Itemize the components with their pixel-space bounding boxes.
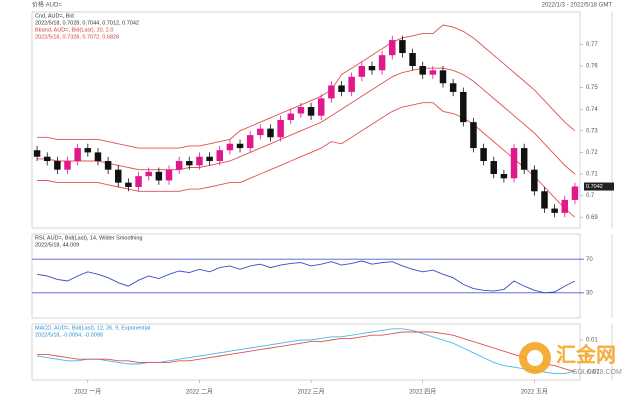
candle-body	[439, 70, 447, 84]
candle-body	[510, 148, 518, 179]
y-tick-label: 0.69	[586, 215, 598, 221]
panel-header: 2022/5/18, 44.009	[35, 242, 79, 248]
panel-header: 2022/5/18, 0.7028, 0.7044, 0.7012, 0.704…	[35, 20, 139, 26]
candle-body	[246, 135, 254, 149]
x-tick-label: 2022 四月	[409, 389, 436, 396]
series-line	[37, 67, 576, 175]
candle-body	[74, 148, 81, 162]
candle-body	[389, 40, 396, 56]
panel-frame	[31, 233, 581, 319]
y-tick-label: 0.01	[586, 338, 598, 344]
candle-body	[480, 148, 487, 162]
x-tick-label: 2022 一月	[74, 389, 101, 396]
candle-body	[94, 152, 102, 162]
candle-body	[277, 120, 284, 138]
candle-body	[409, 53, 416, 66]
candle-body	[399, 40, 406, 54]
candle-body	[155, 171, 163, 181]
candle-body	[196, 156, 203, 166]
candle-body	[470, 122, 477, 149]
candle-body	[33, 150, 41, 157]
candle-body	[358, 66, 366, 77]
candle-body	[571, 186, 579, 200]
y-tick-label: 0.76	[586, 64, 598, 70]
candle-body	[338, 85, 345, 92]
page-range: 2022/1/3 - 2022/5/18 GMT	[542, 3, 613, 9]
candle-body	[500, 174, 508, 179]
y-tick-label: 0.71	[586, 172, 598, 178]
candle-body	[429, 70, 437, 75]
last-price-box	[584, 182, 614, 191]
y-tick-label: 30	[586, 290, 593, 296]
candle-body	[267, 128, 274, 138]
candle-body	[257, 128, 264, 136]
y-tick-label: -0.01	[586, 370, 600, 376]
y-tick-label: 0.72	[586, 150, 598, 156]
y-tick-label: 0.73	[586, 128, 598, 134]
y-tick-label: 0.77	[586, 42, 598, 48]
candle-body	[145, 171, 152, 177]
panel-header: RSI, AUD=, Bid(Last), 14, Wilder Smoothi…	[35, 235, 142, 241]
panel-header: Bband, AUD=, Bid(Last), 20, 2.0	[35, 27, 113, 33]
candle-body	[490, 161, 497, 174]
candle-body	[165, 169, 173, 181]
panel-frame	[31, 11, 581, 229]
candle-body	[551, 208, 558, 213]
candle-body	[84, 148, 92, 153]
panel-header: Cnd, AUD=, Bid	[35, 13, 74, 19]
candle-body	[531, 169, 538, 192]
candle-body	[317, 98, 325, 116]
candle-body	[206, 156, 213, 162]
watermark-url: GOLD678.COM	[572, 369, 622, 376]
candle-body	[64, 161, 71, 170]
candle-body	[449, 83, 457, 92]
candle-body	[419, 66, 426, 75]
y-tick-label: 0.7	[586, 193, 595, 199]
x-tick-label: 2022 三月	[298, 389, 325, 396]
candle-body	[541, 191, 548, 209]
y-tick-label: 0.75	[586, 85, 598, 91]
x-tick-label: 2022 五月	[521, 389, 548, 396]
candle-body	[216, 150, 223, 162]
series-line	[37, 102, 576, 218]
candle-body	[328, 85, 335, 99]
candle-body	[135, 176, 142, 187]
candle-body	[43, 156, 51, 162]
panel-frame	[31, 323, 581, 381]
candle-body	[297, 107, 305, 114]
watermark-text: 汇金网	[556, 343, 616, 367]
y-tick-label: 70	[586, 257, 593, 263]
candle-body	[368, 66, 376, 71]
last-price-label: 0.7042	[586, 184, 603, 190]
candle-body	[520, 148, 528, 170]
candle-body	[348, 76, 355, 92]
candle-body	[115, 169, 122, 183]
candle-body	[236, 143, 244, 149]
candle-body	[226, 143, 234, 151]
panel-header: MACD, AUD=, Bid(Last), 12, 26, 9, Expone…	[35, 325, 150, 331]
candle-body	[287, 113, 295, 120]
series-line	[37, 328, 576, 375]
x-tick-label: 2022 二月	[186, 389, 213, 396]
series-line	[37, 331, 576, 373]
candle-body	[307, 107, 315, 116]
candle-body	[561, 199, 569, 213]
panel-header: 2022/5/18, 0.7328, 0.7072, 0.6828	[35, 34, 119, 40]
candle-body	[125, 182, 132, 187]
candle-body	[186, 161, 193, 166]
series-line	[37, 24, 576, 149]
watermark-logo-inner	[527, 350, 543, 366]
candle-body	[460, 91, 467, 123]
candle-body	[175, 161, 183, 170]
panel-header: 2022/5/18, -0.0094, -0.0098	[35, 332, 103, 338]
page-title: 价格 AUD=	[32, 1, 62, 9]
y-tick-label: 0.74	[586, 107, 598, 113]
candle-body	[104, 161, 112, 170]
candle-body	[378, 55, 386, 71]
candle-body	[54, 161, 61, 170]
y-tick-label: 0	[586, 354, 590, 360]
watermark: 汇金网 GOLD678.COM	[519, 342, 622, 376]
series-line	[37, 260, 576, 294]
